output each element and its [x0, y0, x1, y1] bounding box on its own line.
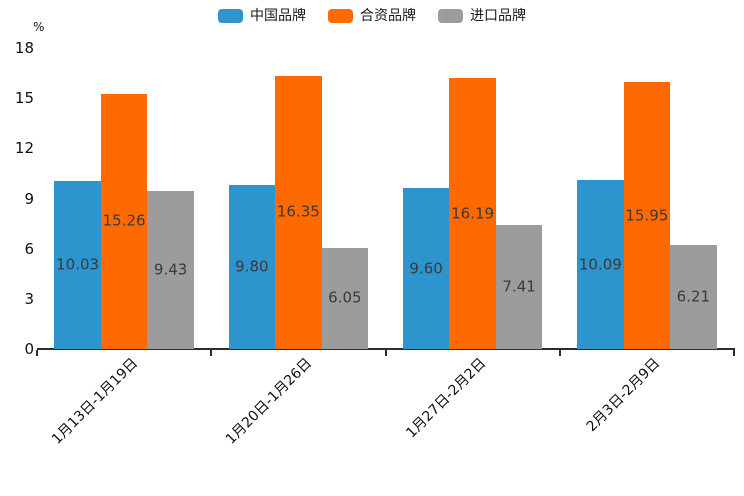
x-axis-category-label: 1月13日-1月19日	[48, 355, 141, 448]
bar-合资品牌-1: 15.26	[100, 93, 148, 349]
bar-value-label: 10.09	[578, 255, 622, 274]
bar-进口品牌-1: 9.43	[147, 191, 194, 349]
y-axis-tick-label: 15	[14, 89, 34, 108]
bar-合资品牌-2: 16.35	[275, 75, 322, 349]
y-axis-tick-label: 12	[14, 139, 34, 158]
x-axis-line	[37, 348, 735, 350]
x-axis-category-label: 1月27日-2月2日	[403, 355, 490, 442]
bar-合资品牌-4: 15.95	[623, 82, 671, 349]
bar-value-label: 7.41	[502, 277, 536, 296]
bar-value-label: 15.26	[102, 211, 146, 230]
bar-value-label: 9.80	[235, 257, 269, 276]
bar-value-label: 9.60	[409, 259, 443, 278]
x-axis-category-label: 2月3日-2月9日	[583, 355, 664, 435]
bar-中国品牌-1: 10.03	[54, 181, 101, 349]
bar-进口品牌-3: 7.41	[495, 225, 543, 349]
bar-中国品牌-4: 10.09	[577, 180, 624, 349]
x-axis-tick-mark	[36, 350, 38, 356]
legend-item-2[interactable]: 合资品牌	[328, 9, 416, 23]
bar-value-label: 9.43	[153, 260, 188, 279]
bar-进口品牌-2: 6.05	[321, 247, 369, 349]
x-axis-tick-mark	[558, 350, 561, 356]
legend-item-label: 进口品牌	[470, 8, 526, 24]
bar-中国品牌-3: 9.60	[402, 188, 450, 349]
bar-value-label: 16.35	[276, 202, 320, 221]
bar-value-label: 10.03	[56, 255, 100, 274]
x-axis-tick-mark	[210, 350, 213, 356]
legend-item-1[interactable]: 中国品牌	[218, 9, 306, 23]
bar-合资品牌-3: 16.19	[449, 78, 496, 349]
bar-value-label: 6.05	[328, 288, 362, 307]
x-axis-tick-mark	[733, 350, 735, 356]
bar-value-label: 15.95	[625, 206, 669, 225]
chart-legend: 中国品牌 合资品牌 进口品牌	[0, 9, 744, 23]
bar-value-label: 6.21	[676, 287, 711, 306]
y-axis-tick-label: 3	[24, 289, 34, 308]
legend-swatch-icon	[218, 9, 243, 23]
bar-进口品牌-4: 6.21	[670, 245, 717, 349]
x-axis-category-label: 1月20日-1月26日	[222, 355, 315, 448]
legend-item-label: 中国品牌	[250, 8, 306, 24]
y-axis-tick-label: 6	[24, 239, 34, 258]
y-axis-tick-label: 9	[24, 189, 34, 208]
bar-中国品牌-2: 9.80	[228, 185, 276, 349]
legend-item-3[interactable]: 进口品牌	[438, 9, 526, 23]
legend-swatch-icon	[328, 9, 353, 23]
y-axis-unit-label: %	[33, 20, 45, 34]
bar-value-label: 16.19	[451, 204, 495, 223]
legend-item-label: 合资品牌	[360, 8, 416, 24]
x-axis-tick-mark	[384, 350, 387, 356]
y-axis-tick-label: 18	[14, 39, 34, 57]
y-axis-tick-label: 0	[24, 340, 34, 358]
legend-swatch-icon	[438, 9, 463, 23]
